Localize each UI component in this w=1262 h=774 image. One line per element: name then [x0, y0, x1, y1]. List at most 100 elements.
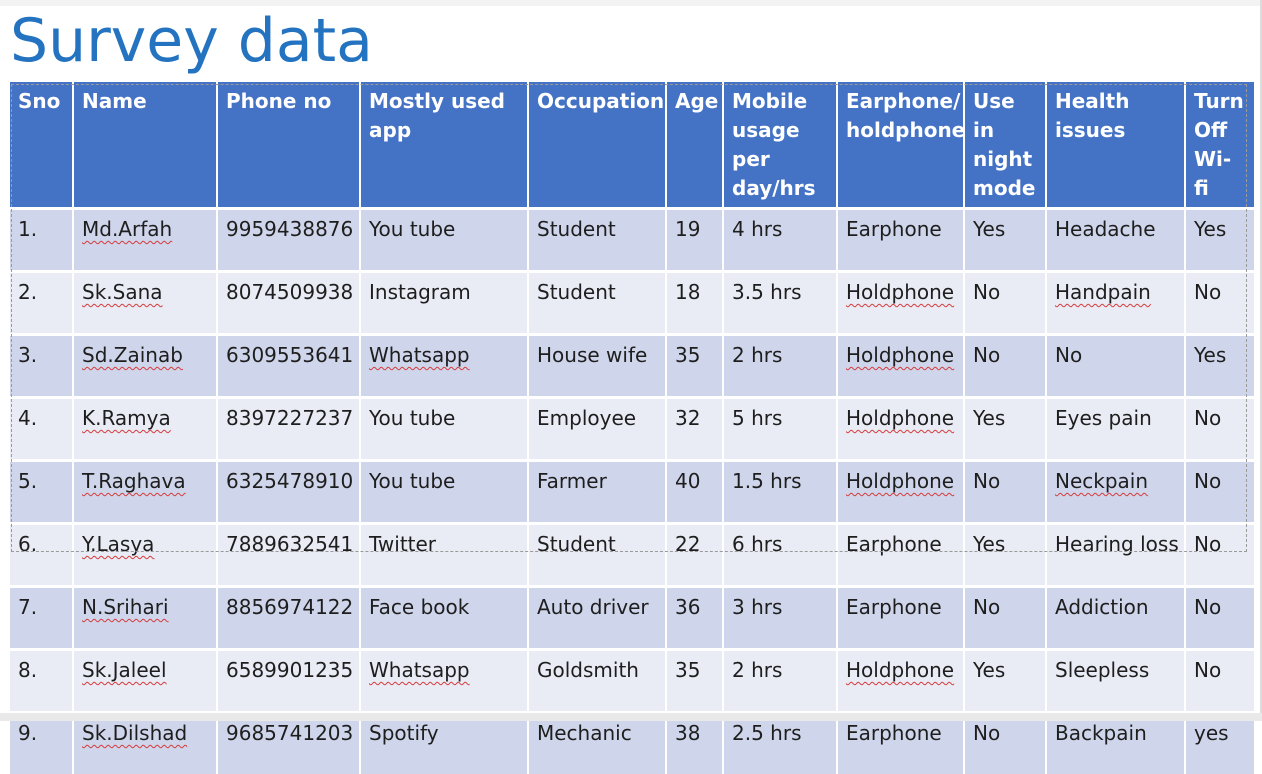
- cell-device[interactable]: Holdphone: [837, 272, 964, 335]
- cell-usage[interactable]: 3.5 hrs: [723, 272, 837, 335]
- cell-age[interactable]: 38: [666, 713, 723, 774]
- cell-night-mode[interactable]: No: [964, 713, 1046, 774]
- header-phone[interactable]: Phone no: [217, 82, 360, 209]
- cell-sno[interactable]: 5.: [10, 461, 73, 524]
- cell-sno[interactable]: 1.: [10, 209, 73, 272]
- header-occupation[interactable]: Occupation: [528, 82, 666, 209]
- cell-device[interactable]: Holdphone: [837, 650, 964, 713]
- cell-occupation[interactable]: Goldsmith: [528, 650, 666, 713]
- header-night-mode[interactable]: Use in night mode: [964, 82, 1046, 209]
- cell-device[interactable]: Holdphone: [837, 398, 964, 461]
- cell-occupation[interactable]: Auto driver: [528, 587, 666, 650]
- cell-night-mode[interactable]: Yes: [964, 524, 1046, 587]
- cell-app[interactable]: You tube: [360, 209, 528, 272]
- cell-occupation[interactable]: Mechanic: [528, 713, 666, 774]
- cell-phone[interactable]: 7889632541: [217, 524, 360, 587]
- cell-usage[interactable]: 4 hrs: [723, 209, 837, 272]
- cell-sno[interactable]: 6.: [10, 524, 73, 587]
- header-device[interactable]: Earphone/ holdphone: [837, 82, 964, 209]
- header-health[interactable]: Health issues: [1046, 82, 1185, 209]
- header-wifi[interactable]: Turn Off Wi-fi: [1185, 82, 1254, 209]
- cell-night-mode[interactable]: No: [964, 335, 1046, 398]
- cell-phone[interactable]: 6309553641: [217, 335, 360, 398]
- cell-phone[interactable]: 9959438876: [217, 209, 360, 272]
- cell-age[interactable]: 36: [666, 587, 723, 650]
- cell-app[interactable]: Instagram: [360, 272, 528, 335]
- cell-name[interactable]: Sk.Sana: [73, 272, 217, 335]
- cell-night-mode[interactable]: Yes: [964, 209, 1046, 272]
- cell-age[interactable]: 35: [666, 335, 723, 398]
- cell-wifi[interactable]: No: [1185, 272, 1254, 335]
- cell-app[interactable]: Whatsapp: [360, 335, 528, 398]
- header-age[interactable]: Age: [666, 82, 723, 209]
- cell-device[interactable]: Holdphone: [837, 335, 964, 398]
- cell-age[interactable]: 32: [666, 398, 723, 461]
- cell-occupation[interactable]: Farmer: [528, 461, 666, 524]
- cell-health[interactable]: Sleepless: [1046, 650, 1185, 713]
- cell-age[interactable]: 40: [666, 461, 723, 524]
- cell-phone[interactable]: 8856974122: [217, 587, 360, 650]
- cell-phone[interactable]: 6589901235: [217, 650, 360, 713]
- survey-table[interactable]: Sno Name Phone no Mostly used app Occupa…: [10, 82, 1254, 774]
- cell-sno[interactable]: 7.: [10, 587, 73, 650]
- cell-usage[interactable]: 6 hrs: [723, 524, 837, 587]
- cell-night-mode[interactable]: No: [964, 461, 1046, 524]
- cell-phone[interactable]: 8074509938: [217, 272, 360, 335]
- cell-app[interactable]: Twitter: [360, 524, 528, 587]
- cell-name[interactable]: Sk.Jaleel: [73, 650, 217, 713]
- cell-wifi[interactable]: No: [1185, 461, 1254, 524]
- cell-usage[interactable]: 1.5 hrs: [723, 461, 837, 524]
- cell-night-mode[interactable]: No: [964, 587, 1046, 650]
- cell-name[interactable]: N.Srihari: [73, 587, 217, 650]
- cell-occupation[interactable]: Student: [528, 209, 666, 272]
- cell-device[interactable]: Holdphone: [837, 461, 964, 524]
- cell-phone[interactable]: 8397227237: [217, 398, 360, 461]
- cell-health[interactable]: Addiction: [1046, 587, 1185, 650]
- cell-age[interactable]: 35: [666, 650, 723, 713]
- slide-title[interactable]: Survey data: [10, 4, 373, 78]
- cell-occupation[interactable]: Student: [528, 524, 666, 587]
- header-sno[interactable]: Sno: [10, 82, 73, 209]
- cell-health[interactable]: Hearing loss: [1046, 524, 1185, 587]
- cell-app[interactable]: You tube: [360, 461, 528, 524]
- cell-device[interactable]: Earphone: [837, 587, 964, 650]
- cell-health[interactable]: Handpain: [1046, 272, 1185, 335]
- cell-night-mode[interactable]: No: [964, 272, 1046, 335]
- cell-age[interactable]: 22: [666, 524, 723, 587]
- cell-sno[interactable]: 2.: [10, 272, 73, 335]
- cell-sno[interactable]: 9.: [10, 713, 73, 774]
- cell-sno[interactable]: 3.: [10, 335, 73, 398]
- cell-name[interactable]: T.Raghava: [73, 461, 217, 524]
- cell-usage[interactable]: 2.5 hrs: [723, 713, 837, 774]
- cell-wifi[interactable]: No: [1185, 398, 1254, 461]
- cell-wifi[interactable]: Yes: [1185, 209, 1254, 272]
- header-usage[interactable]: Mobile usage per day/hrs: [723, 82, 837, 209]
- cell-sno[interactable]: 8.: [10, 650, 73, 713]
- cell-night-mode[interactable]: Yes: [964, 650, 1046, 713]
- cell-device[interactable]: Earphone: [837, 524, 964, 587]
- cell-wifi[interactable]: No: [1185, 524, 1254, 587]
- cell-usage[interactable]: 2 hrs: [723, 650, 837, 713]
- cell-name[interactable]: Md.Arfah: [73, 209, 217, 272]
- cell-wifi[interactable]: No: [1185, 587, 1254, 650]
- cell-name[interactable]: K.Ramya: [73, 398, 217, 461]
- cell-phone[interactable]: 6325478910: [217, 461, 360, 524]
- cell-phone[interactable]: 9685741203: [217, 713, 360, 774]
- cell-sno[interactable]: 4.: [10, 398, 73, 461]
- cell-app[interactable]: You tube: [360, 398, 528, 461]
- cell-app[interactable]: Whatsapp: [360, 650, 528, 713]
- cell-wifi[interactable]: No: [1185, 650, 1254, 713]
- cell-name[interactable]: Sd.Zainab: [73, 335, 217, 398]
- cell-occupation[interactable]: House wife: [528, 335, 666, 398]
- header-app[interactable]: Mostly used app: [360, 82, 528, 209]
- cell-device[interactable]: Earphone: [837, 713, 964, 774]
- cell-health[interactable]: Backpain: [1046, 713, 1185, 774]
- cell-occupation[interactable]: Employee: [528, 398, 666, 461]
- cell-wifi[interactable]: Yes: [1185, 335, 1254, 398]
- cell-app[interactable]: Spotify: [360, 713, 528, 774]
- cell-usage[interactable]: 3 hrs: [723, 587, 837, 650]
- cell-device[interactable]: Earphone: [837, 209, 964, 272]
- cell-health[interactable]: Neckpain: [1046, 461, 1185, 524]
- cell-age[interactable]: 19: [666, 209, 723, 272]
- cell-wifi[interactable]: yes: [1185, 713, 1254, 774]
